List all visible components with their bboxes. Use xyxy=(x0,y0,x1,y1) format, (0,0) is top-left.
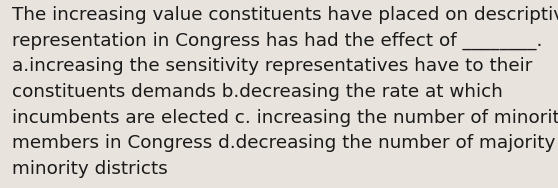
Text: The increasing value constituents have placed on descriptive
representation in C: The increasing value constituents have p… xyxy=(12,6,558,178)
